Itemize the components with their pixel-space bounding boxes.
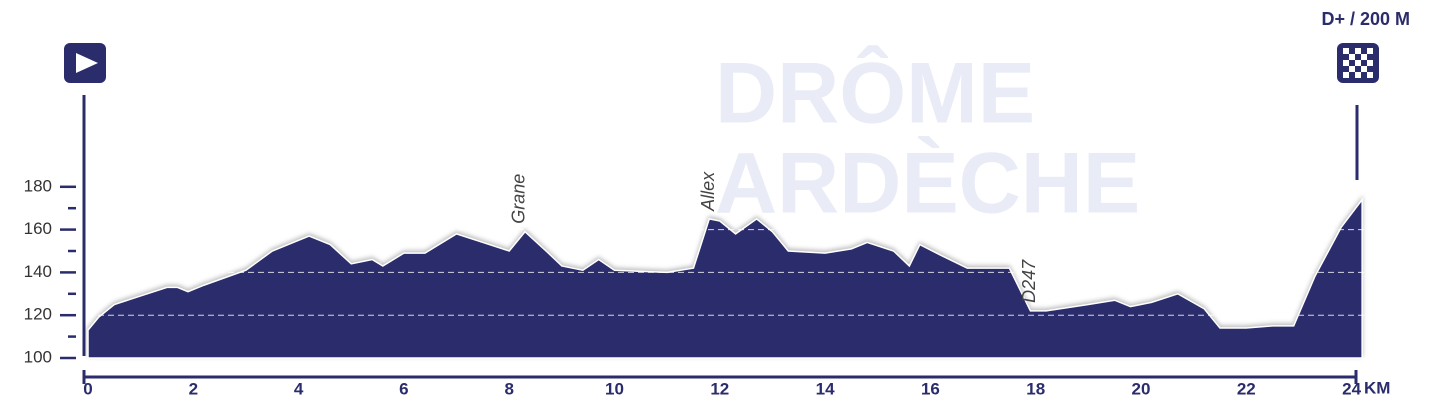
- y-tick-label: 180: [24, 176, 52, 195]
- x-tick-label: 0: [83, 379, 92, 398]
- x-tick-label: 6: [399, 379, 408, 398]
- x-tick-label: 18: [1026, 379, 1045, 398]
- y-tick-label: 100: [24, 347, 52, 366]
- x-tick-label: 2: [189, 379, 198, 398]
- x-axis-label: KM: [1364, 378, 1390, 397]
- y-tick-label: 120: [24, 305, 52, 324]
- x-tick-label: 16: [921, 379, 940, 398]
- y-tick-label: 160: [24, 219, 52, 238]
- watermark: DRÔME: [715, 46, 1035, 142]
- annotation: Grane: [508, 174, 528, 224]
- annotation: D247: [1019, 259, 1039, 303]
- y-axis-label: D+ / 200 M: [1321, 9, 1410, 29]
- x-tick-label: 8: [504, 379, 513, 398]
- x-tick-label: 12: [710, 379, 729, 398]
- x-tick-label: 20: [1132, 379, 1151, 398]
- start-icon: [64, 43, 106, 83]
- x-tick-label: 14: [816, 379, 835, 398]
- x-tick-label: 22: [1237, 379, 1256, 398]
- x-tick-label: 24: [1342, 379, 1361, 398]
- x-tick-label: 4: [294, 379, 304, 398]
- watermark: ARDÈCHE: [715, 136, 1140, 232]
- y-tick-label: 140: [24, 262, 52, 281]
- annotation: Allex: [698, 171, 718, 212]
- x-tick-label: 10: [605, 379, 624, 398]
- elevation-area: [87, 197, 1363, 359]
- finish-icon: [1337, 43, 1379, 83]
